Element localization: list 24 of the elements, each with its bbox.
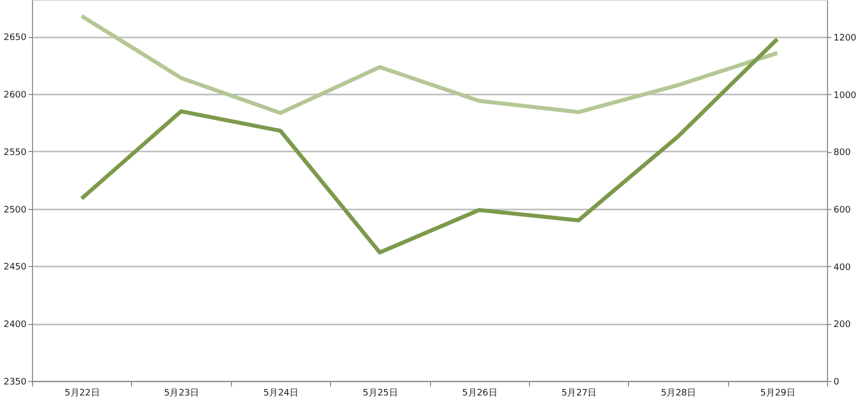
x-tick-label: 5月24日 — [263, 388, 299, 398]
y2-tick-label: 400 — [834, 262, 851, 273]
y-tick-label: 2600 — [4, 90, 27, 101]
y-tick-label: 2650 — [4, 33, 27, 44]
y2-tick-label: 1200 — [834, 33, 857, 44]
x-tick-label: 5月27日 — [561, 388, 597, 398]
x-tick-label: 5月22日 — [64, 388, 100, 398]
x-tick-label: 5月29日 — [760, 388, 796, 398]
y-tick-label: 2500 — [4, 205, 27, 216]
y2-tick-label: 800 — [834, 148, 851, 158]
y2-tick-label: 1000 — [834, 90, 857, 101]
x-tick-label: 5月25日 — [362, 388, 398, 398]
y-tick-label: 2400 — [4, 320, 27, 330]
line-series — [80, 37, 780, 254]
line-series — [80, 14, 780, 115]
y-tick-label: 2350 — [4, 378, 27, 388]
y-tick-label: 2450 — [4, 262, 27, 273]
x-tick-label: 5月23日 — [164, 388, 200, 398]
x-tick-label: 5月26日 — [462, 388, 498, 398]
y-tick-label: 2550 — [4, 148, 27, 158]
y2-tick-label: 600 — [834, 205, 851, 216]
x-tick-label: 5月28日 — [660, 388, 696, 398]
y2-tick-label: 0 — [834, 378, 840, 388]
y2-tick-label: 200 — [834, 320, 851, 330]
